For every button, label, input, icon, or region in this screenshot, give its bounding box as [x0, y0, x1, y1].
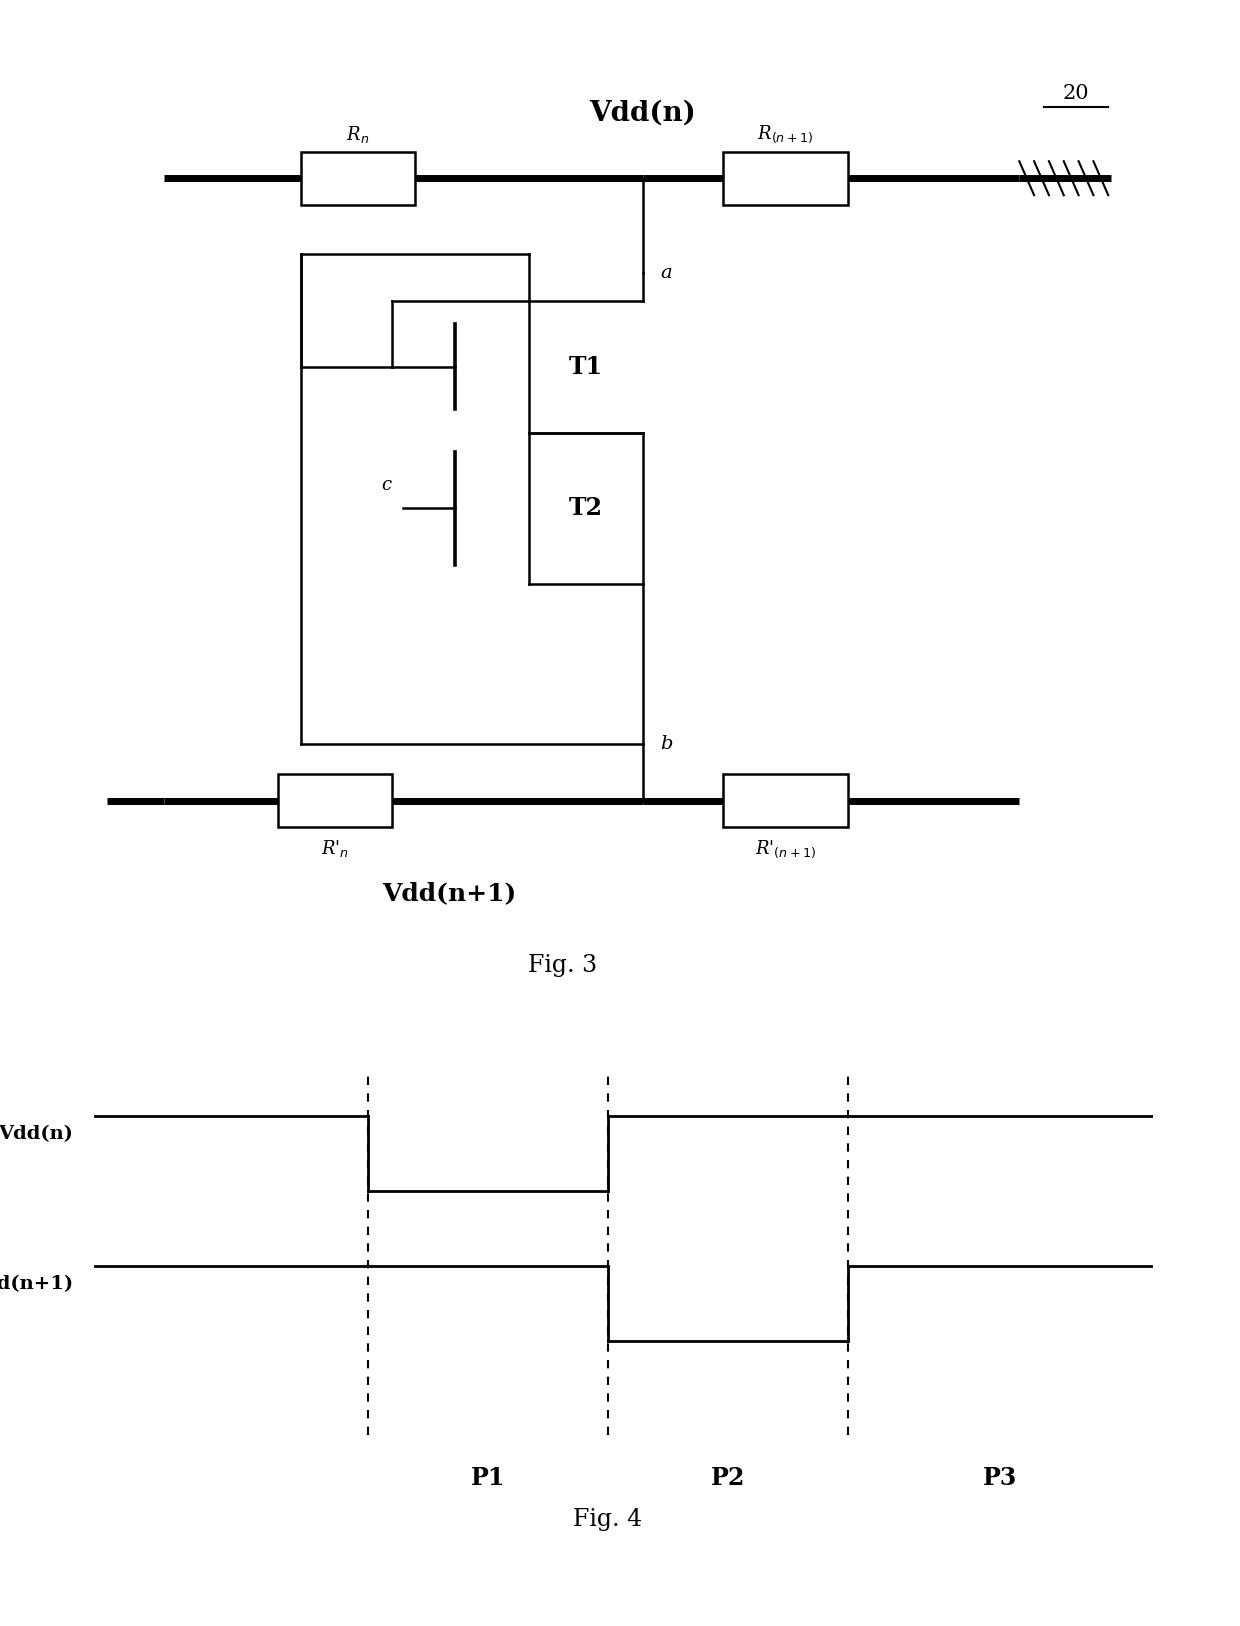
- Text: Fig. 4: Fig. 4: [573, 1507, 642, 1530]
- Text: Vdd(n): Vdd(n): [589, 99, 696, 127]
- Text: R$_{(n+1)}$: R$_{(n+1)}$: [758, 124, 813, 145]
- Text: R'$_{(n+1)}$: R'$_{(n+1)}$: [755, 839, 816, 860]
- Bar: [300, 151, 414, 205]
- Bar: [723, 774, 848, 828]
- Text: Fig. 3: Fig. 3: [528, 954, 598, 977]
- Text: P3: P3: [983, 1467, 1018, 1491]
- Text: P1: P1: [470, 1467, 505, 1491]
- Bar: [278, 774, 392, 828]
- Text: Vdd(n+1): Vdd(n+1): [382, 881, 516, 904]
- Text: b: b: [660, 735, 672, 753]
- Bar: [723, 151, 848, 205]
- Text: T2: T2: [569, 496, 603, 520]
- Text: T1: T1: [569, 354, 603, 379]
- Text: 20: 20: [1063, 85, 1090, 102]
- Text: a: a: [660, 263, 672, 281]
- Text: Vdd(n+1): Vdd(n+1): [0, 1275, 73, 1294]
- Text: R'$_n$: R'$_n$: [321, 839, 348, 860]
- Text: c: c: [382, 476, 392, 494]
- Text: P2: P2: [711, 1467, 745, 1491]
- Text: Vdd(n): Vdd(n): [0, 1125, 73, 1143]
- Text: R$_n$: R$_n$: [346, 124, 370, 145]
